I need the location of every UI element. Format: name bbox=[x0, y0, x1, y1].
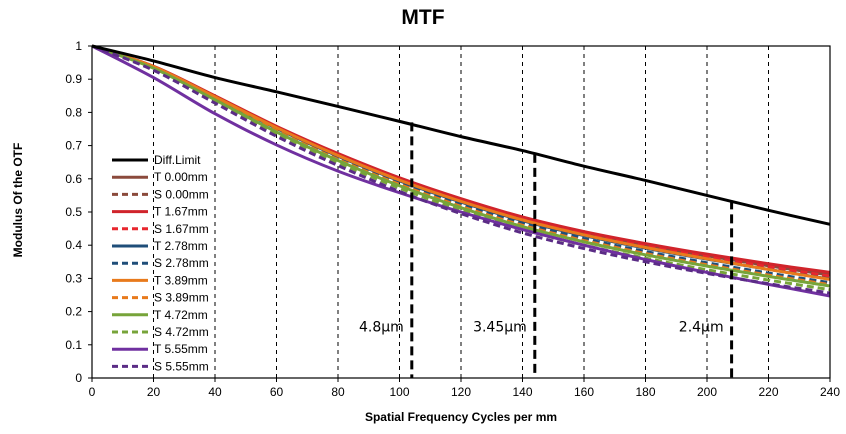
y-tick-label: 1 bbox=[75, 39, 82, 53]
chart-title: MTF bbox=[401, 6, 445, 29]
marker-label: 4.8μm bbox=[359, 320, 404, 336]
y-tick-label: 0.1 bbox=[65, 338, 82, 352]
x-tick-label: 0 bbox=[89, 385, 96, 399]
legend-label: S 3.89mm bbox=[154, 291, 209, 305]
x-tick-label: 20 bbox=[147, 385, 161, 399]
series-line-diff-limit bbox=[91, 44, 831, 226]
marker-label: 3.45μm bbox=[473, 320, 527, 336]
x-tick-label: 100 bbox=[389, 385, 409, 399]
resolution-markers: 4.8μm 3.45μm 2.4μm bbox=[359, 122, 734, 378]
legend-label: T 0.00mm bbox=[154, 170, 208, 184]
y-tick-label: 0.9 bbox=[65, 72, 82, 86]
legend-label: S 5.55mm bbox=[154, 359, 209, 373]
legend-label: T 3.89mm bbox=[154, 273, 208, 287]
legend-label: S 2.78mm bbox=[154, 256, 209, 270]
y-tick-label: 0.4 bbox=[65, 238, 82, 252]
x-tick-label: 80 bbox=[331, 385, 345, 399]
series-lines bbox=[91, 44, 831, 298]
legend-label: T 2.78mm bbox=[154, 239, 208, 253]
legend-label: T 5.55mm bbox=[154, 342, 208, 356]
legend-label: T 1.67mm bbox=[154, 205, 208, 219]
y-tick-label: 0.6 bbox=[65, 172, 82, 186]
x-tick-label: 180 bbox=[635, 385, 655, 399]
legend-label: S 4.72mm bbox=[154, 325, 209, 339]
y-tick-label: 0.8 bbox=[65, 105, 82, 119]
y-tick-label: 0.7 bbox=[65, 139, 82, 153]
series-line-t-3-89mm bbox=[91, 44, 831, 281]
marker-label: 2.4μm bbox=[679, 320, 724, 336]
x-tick-label: 140 bbox=[512, 385, 532, 399]
x-tick-label: 60 bbox=[270, 385, 284, 399]
legend: Diff.Limit T 0.00mm S 0.00mm T 1.67mm S 1.67… bbox=[112, 153, 209, 373]
legend-label: S 1.67mm bbox=[154, 222, 209, 236]
series-line-s-5-55mm bbox=[91, 44, 831, 295]
y-tick-label: 0.5 bbox=[65, 205, 82, 219]
x-tick-label: 160 bbox=[574, 385, 594, 399]
x-tick-label: 240 bbox=[820, 385, 840, 399]
series-line-s-4-72mm bbox=[91, 44, 831, 292]
x-tick-label: 40 bbox=[208, 385, 222, 399]
y-tick-label: 0 bbox=[75, 371, 82, 385]
y-tick-label: 0.3 bbox=[65, 271, 82, 285]
legend-label: T 4.72mm bbox=[154, 308, 208, 322]
axes: 0 20 40 60 80 100 120 140 160 180 200 220 240 0 0.1 0.2… bbox=[65, 39, 840, 399]
legend-label: S 0.00mm bbox=[154, 187, 209, 201]
x-tick-label: 220 bbox=[758, 385, 778, 399]
y-tick-label: 0.2 bbox=[65, 305, 82, 319]
legend-label: Diff.Limit bbox=[154, 153, 201, 167]
x-tick-label: 200 bbox=[697, 385, 717, 399]
x-axis-label: Spatial Frequency Cycles per mm bbox=[364, 410, 558, 424]
x-tick-label: 120 bbox=[451, 385, 471, 399]
